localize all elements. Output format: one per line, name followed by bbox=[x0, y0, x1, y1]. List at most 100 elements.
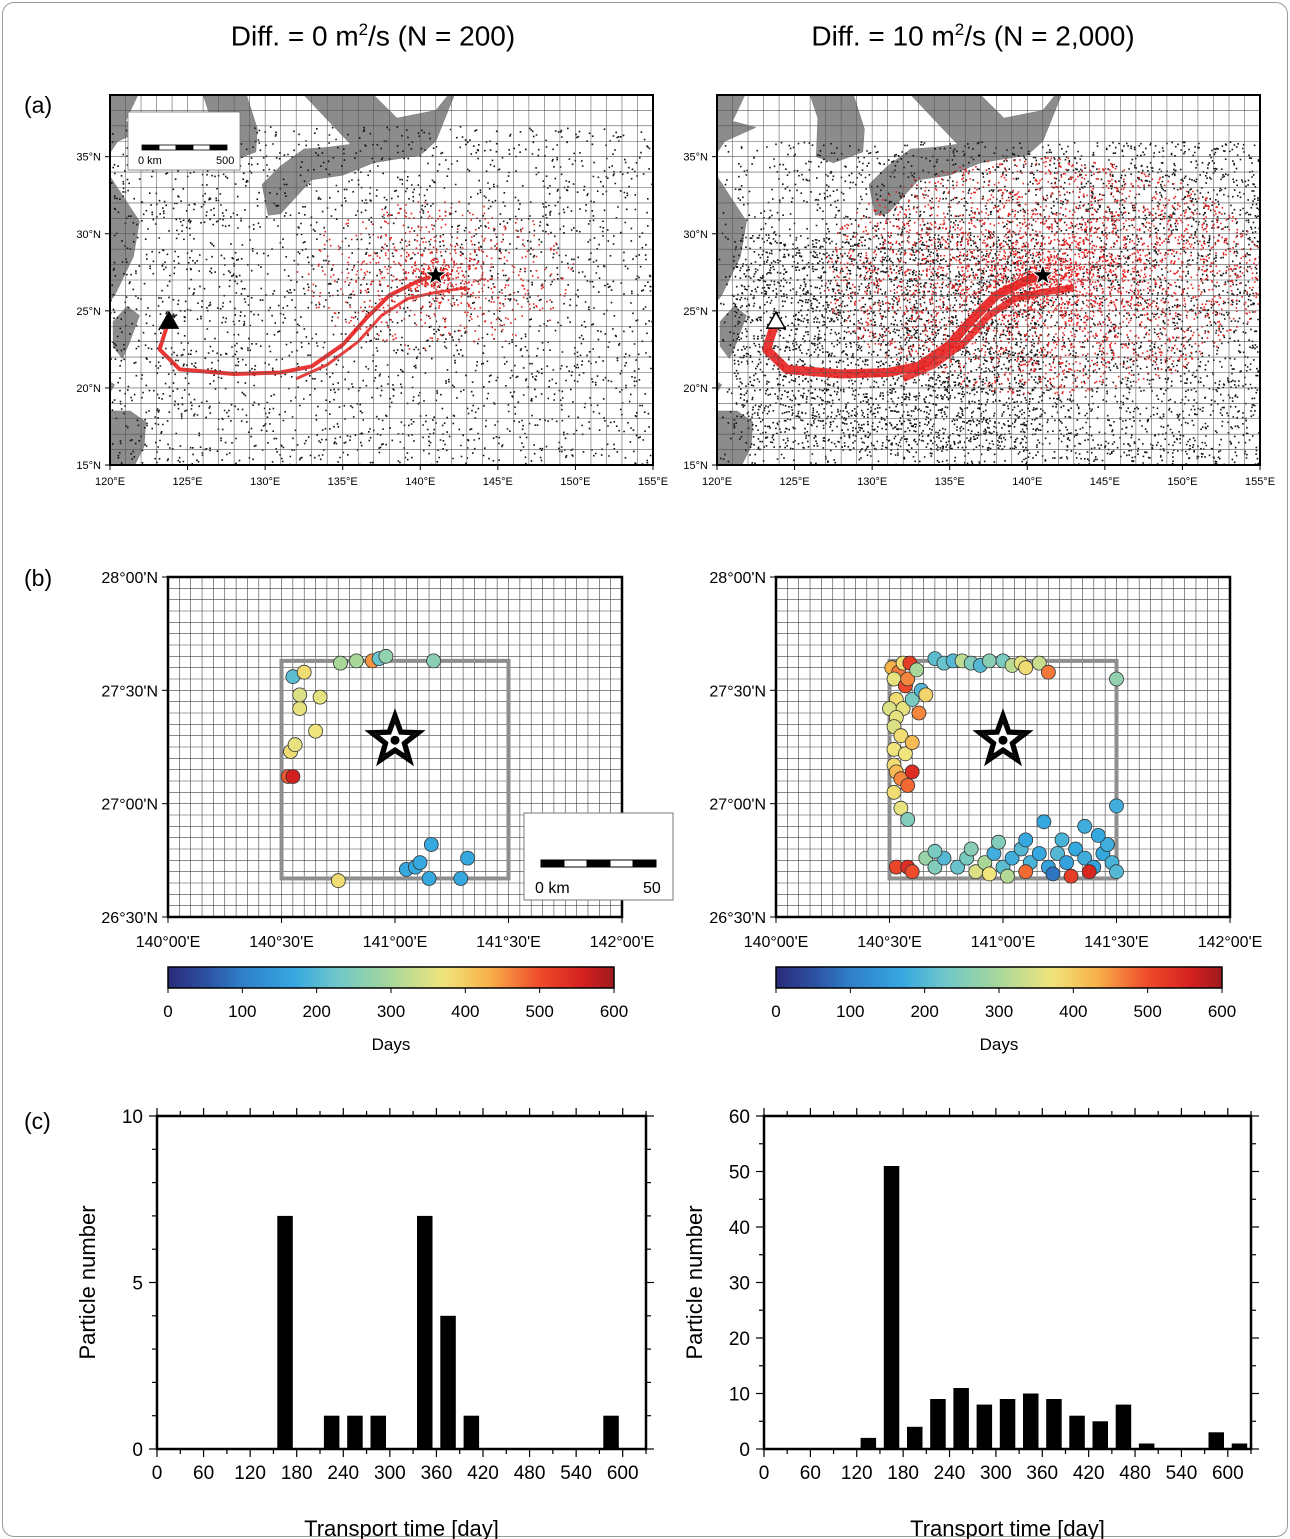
histogram-x-label: 60 bbox=[800, 1463, 821, 1484]
histogram-x-label: 120 bbox=[234, 1463, 266, 1484]
colorbar-tick-label: 400 bbox=[1059, 1002, 1087, 1021]
arrival-point bbox=[287, 737, 303, 753]
histogram-y-label: 0 bbox=[132, 1440, 143, 1461]
panel-label-a: (a) bbox=[24, 92, 53, 118]
lon-tick-label: 150°E bbox=[1167, 476, 1197, 488]
histogram-x-label: 120 bbox=[841, 1463, 873, 1484]
arrival-point bbox=[900, 812, 916, 827]
arrival-point bbox=[312, 689, 328, 705]
arrival-point bbox=[900, 671, 916, 687]
histogram-bar bbox=[347, 1415, 363, 1449]
release-point-triangle bbox=[158, 310, 180, 329]
arrival-point bbox=[904, 692, 920, 707]
histogram-bar bbox=[976, 1404, 993, 1449]
lon-tick-label: 140°E bbox=[405, 476, 435, 488]
land-mass-2 bbox=[717, 95, 757, 352]
histogram-x-label: 420 bbox=[467, 1463, 499, 1484]
histogram-bar bbox=[930, 1399, 946, 1449]
map-scalebar-end: 500 bbox=[216, 155, 234, 167]
lon-tick-label: 150°E bbox=[560, 476, 590, 488]
trajectory-dots-black bbox=[718, 141, 1260, 465]
histogram-y-label: 30 bbox=[729, 1274, 750, 1295]
histogram-x-label: 180 bbox=[887, 1463, 919, 1484]
histogram-bar bbox=[1115, 1404, 1132, 1449]
histogram-x-label: 480 bbox=[1119, 1463, 1151, 1484]
zoom-lon-label: 142°00'E bbox=[1198, 934, 1263, 951]
colorbar-tick-label: 500 bbox=[1133, 1002, 1161, 1021]
zoom-lon-label: 141°00'E bbox=[971, 934, 1036, 951]
colorbar-tick-label: 400 bbox=[451, 1002, 479, 1021]
arrival-point bbox=[378, 648, 394, 664]
arrival-point bbox=[292, 687, 308, 703]
arrival-point bbox=[348, 653, 364, 669]
arrival-point bbox=[296, 664, 312, 680]
lon-tick-label: 140°E bbox=[1012, 476, 1042, 488]
trajectory-maps: 15°N 20°N 25°N 30°N 35°N 120°E 125°E 130°E 135°E… bbox=[76, 94, 1275, 488]
arrival-point bbox=[1054, 832, 1070, 848]
histogram-bar bbox=[860, 1437, 877, 1449]
arrival-point bbox=[330, 873, 346, 889]
arrival-point bbox=[1109, 864, 1124, 880]
histogram-bar bbox=[440, 1315, 456, 1449]
histogram-x-label: 600 bbox=[1212, 1463, 1244, 1484]
arrival-point bbox=[453, 871, 469, 886]
arrival-point bbox=[308, 723, 324, 739]
histogram-y-label: 10 bbox=[122, 1107, 143, 1128]
arrival-point bbox=[1018, 660, 1034, 676]
lon-tick-label: 145°E bbox=[1090, 476, 1120, 488]
histogram-x-label: 180 bbox=[281, 1463, 313, 1484]
map-scalebar-box bbox=[127, 111, 241, 171]
arrival-point bbox=[893, 800, 909, 816]
lon-tick-label: 125°E bbox=[780, 476, 810, 488]
histogram-y-label: 0 bbox=[739, 1440, 750, 1461]
histogram-x-label: 420 bbox=[1073, 1463, 1105, 1484]
histogram-bar bbox=[277, 1215, 293, 1449]
arrival-point bbox=[963, 841, 979, 857]
arrival-point bbox=[1045, 866, 1061, 882]
lon-tick-label: 145°E bbox=[483, 476, 513, 488]
arrival-point bbox=[1004, 850, 1020, 866]
land-mass-1 bbox=[717, 95, 865, 164]
lon-tick-label: 130°E bbox=[250, 476, 280, 488]
arrival-point bbox=[904, 864, 920, 880]
arrival-point bbox=[1059, 855, 1074, 870]
observation-point bbox=[390, 735, 400, 745]
zoom-lat-label: 27°30'N bbox=[101, 683, 158, 700]
arrival-point bbox=[1081, 864, 1097, 880]
histogram-x-label: 60 bbox=[193, 1463, 214, 1484]
arrival-point bbox=[927, 843, 943, 859]
arrival-point bbox=[911, 705, 927, 721]
arrival-point bbox=[918, 687, 934, 703]
lon-tick-label: 120°E bbox=[95, 476, 125, 488]
histogram-x-label: 240 bbox=[934, 1463, 966, 1484]
land-mass-4 bbox=[110, 410, 146, 465]
colorbar-tick-label: 600 bbox=[600, 1002, 628, 1021]
zoom-lat-label: 28°00'N bbox=[709, 570, 766, 587]
histogram-frame bbox=[155, 1114, 648, 1451]
scatter-panel-left: 26°30'N 27°00'N 27°30'N 28°00'N 140°00'E 140°… bbox=[101, 570, 674, 1054]
zoom-lat-label: 28°00'N bbox=[101, 570, 158, 587]
arrival-point bbox=[1031, 846, 1047, 861]
arrival-point bbox=[886, 784, 902, 800]
panel-label-b: (b) bbox=[24, 565, 53, 591]
zoom-lat-label: 26°30'N bbox=[101, 910, 158, 927]
histogram-left: 0 60 120 180 240 300 360 420 480 540 600 0 5 10 Transp… bbox=[75, 1107, 654, 1539]
arrival-point bbox=[1090, 828, 1106, 843]
observation-star bbox=[1030, 262, 1055, 286]
lon-tick-label: 135°E bbox=[935, 476, 965, 488]
lat-tick-label: 25°N bbox=[76, 306, 101, 318]
histogram-bar bbox=[953, 1388, 969, 1449]
lat-tick-label: 15°N bbox=[76, 460, 101, 472]
zoom-lon-label: 140°00'E bbox=[136, 934, 201, 951]
zoom-lon-label: 141°30'E bbox=[1084, 934, 1149, 951]
histogram-y-label: 60 bbox=[729, 1107, 750, 1128]
zoom-lon-label: 141°30'E bbox=[476, 934, 541, 951]
histogram-x-label: 0 bbox=[152, 1463, 163, 1484]
lat-tick-label: 30°N bbox=[76, 229, 101, 241]
lon-tick-label: 135°E bbox=[328, 476, 358, 488]
arrival-point bbox=[909, 662, 925, 678]
histogram-bar bbox=[999, 1399, 1016, 1449]
colorbar-tick-label: 300 bbox=[985, 1002, 1013, 1021]
histogram-bar bbox=[323, 1415, 340, 1449]
